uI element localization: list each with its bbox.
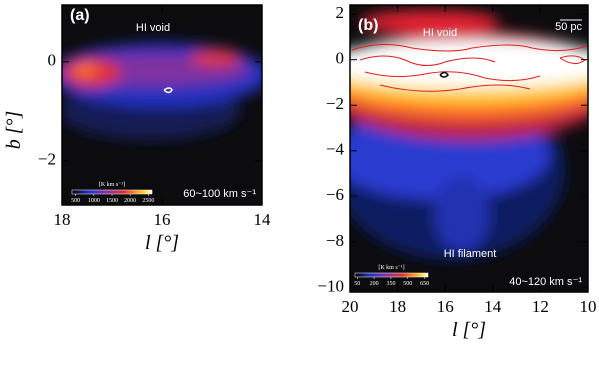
colorbar-label: [K km s⁻¹] <box>378 265 404 271</box>
colorbar-tick-label: 2500 <box>142 198 154 204</box>
y-tick-label: −4 <box>326 140 345 159</box>
annotation: 40~120 km s⁻¹ <box>509 276 582 288</box>
y-tick-label: −2 <box>326 94 344 113</box>
map-b <box>350 5 588 292</box>
colorbar-tick-label: 500 <box>71 198 80 204</box>
y-tick-label: 2 <box>336 3 345 22</box>
colorbar <box>354 272 429 278</box>
x-tick-label: 20 <box>342 297 359 316</box>
y-tick-label: −8 <box>326 231 344 250</box>
y-tick-label: −2 <box>38 149 56 168</box>
annotation: HI void <box>423 27 457 39</box>
x-tick-label: 18 <box>54 210 71 229</box>
colorbar-tick-label: 1500 <box>106 198 118 204</box>
x-tick-label: 16 <box>437 297 454 316</box>
x-tick-label: 12 <box>532 297 549 316</box>
y-tick-label: 0 <box>48 51 57 70</box>
panel-label: (b) <box>358 17 378 34</box>
map-a <box>62 5 262 205</box>
x-tick-label: 16 <box>154 210 171 229</box>
panel-label: (a) <box>70 7 90 24</box>
colorbar-tick-label: 2000 <box>124 198 136 204</box>
colorbar-tick-label: 1000 <box>88 198 100 204</box>
colorbar-label: [K km s⁻¹] <box>99 182 125 188</box>
colorbar-tick-label: 50 <box>354 281 360 287</box>
y-tick-label: 0 <box>336 49 345 68</box>
colorbar-tick-label: 350 <box>386 281 395 287</box>
x-tick-label: 14 <box>254 210 272 229</box>
annotation: 50 pc <box>555 21 582 33</box>
annotation: 60~100 km s⁻¹ <box>183 188 256 200</box>
colorbar <box>71 189 153 195</box>
x-axis-label: l [°] <box>145 232 179 254</box>
colorbar-tick-label: 500 <box>403 281 412 287</box>
y-axis-label: b [°] <box>3 111 25 150</box>
y-tick-label: −6 <box>326 185 344 204</box>
annotation: HI filament <box>444 248 497 260</box>
plot-frame <box>349 4 589 293</box>
colorbar-tick-label: 200 <box>370 281 379 287</box>
colorbar-tick-label: 650 <box>420 281 429 287</box>
y-tick-label: −10 <box>317 276 344 295</box>
annotation: HI void <box>136 22 170 34</box>
x-tick-label: 10 <box>580 297 597 316</box>
x-axis-label: l [°] <box>452 319 486 341</box>
x-tick-label: 14 <box>484 297 502 316</box>
x-tick-label: 18 <box>389 297 406 316</box>
